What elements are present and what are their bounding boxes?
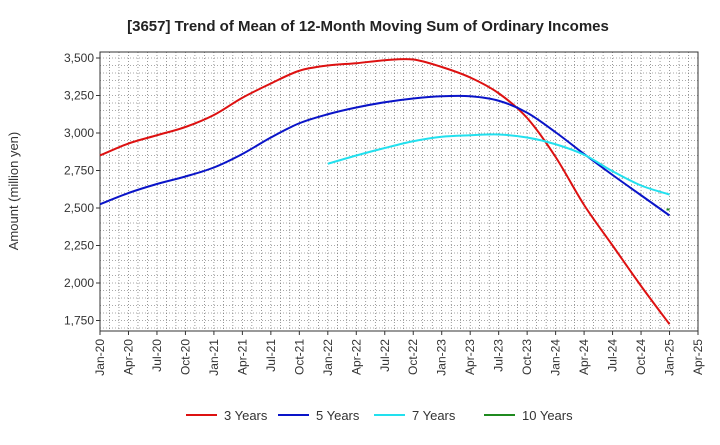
x-tick-label: Jul-20 (150, 339, 164, 372)
series-line-7-years (327, 133, 670, 196)
y-tick-label: 3,250 (64, 89, 94, 103)
x-tick-label: Jul-22 (378, 339, 392, 372)
grid-lines (100, 52, 698, 331)
y-axis-ticks: 1,750 2,000 2,250 2,500 2,750 3,000 3,250 3,500 (64, 51, 100, 328)
series-line-5-years (99, 94, 671, 217)
x-tick-label: Jan-22 (321, 339, 335, 376)
x-tick-label: Oct-23 (520, 339, 534, 375)
legend-label-3-years: 3 Years (224, 408, 268, 423)
x-tick-label: Jan-24 (549, 339, 563, 376)
x-tick-label: Jul-21 (264, 339, 278, 372)
y-tick-label: 3,500 (64, 51, 94, 65)
legend-label-7-years: 7 Years (412, 408, 456, 423)
x-axis-ticks: Jan-20 Apr-20 Jul-20 Oct-20 Jan-21 Apr-21 Jul-… (93, 331, 705, 376)
y-tick-label: 2,250 (64, 239, 94, 253)
x-tick-label: Jul-24 (606, 339, 620, 372)
y-tick-label: 3,000 (64, 126, 94, 140)
legend-label-10-years: 10 Years (522, 408, 573, 423)
x-tick-label: Apr-23 (463, 339, 477, 375)
y-tick-label: 2,750 (64, 164, 94, 178)
x-tick-label: Oct-24 (634, 339, 648, 375)
y-tick-label: 2,500 (64, 201, 94, 215)
series-line-3-years (99, 58, 671, 325)
y-tick-label: 2,000 (64, 276, 94, 290)
y-tick-label: 1,750 (64, 314, 94, 328)
x-tick-label: Jan-21 (207, 339, 221, 376)
x-tick-label: Oct-22 (406, 339, 420, 375)
x-tick-label: Jul-23 (492, 339, 506, 372)
x-tick-label: Apr-24 (577, 339, 591, 375)
chart-title: [3657] Trend of Mean of 12-Month Moving … (127, 18, 609, 35)
plot-area (99, 51, 699, 332)
x-tick-label: Jan-20 (93, 339, 107, 376)
legend: 3 Years 5 Years 7 Years 10 Years (186, 408, 573, 423)
y-axis-label: Amount (million yen) (6, 132, 21, 251)
x-tick-label: Oct-21 (292, 339, 306, 375)
x-tick-label: Jan-25 (663, 339, 677, 376)
x-tick-label: Oct-20 (178, 339, 192, 375)
x-tick-label: Apr-21 (235, 339, 249, 375)
x-tick-label: Apr-22 (349, 339, 363, 375)
x-tick-label: Apr-25 (691, 339, 705, 375)
series-lines (99, 58, 671, 325)
x-tick-label: Apr-20 (121, 339, 135, 375)
x-tick-label: Jan-23 (435, 339, 449, 376)
legend-label-5-years: 5 Years (316, 408, 360, 423)
